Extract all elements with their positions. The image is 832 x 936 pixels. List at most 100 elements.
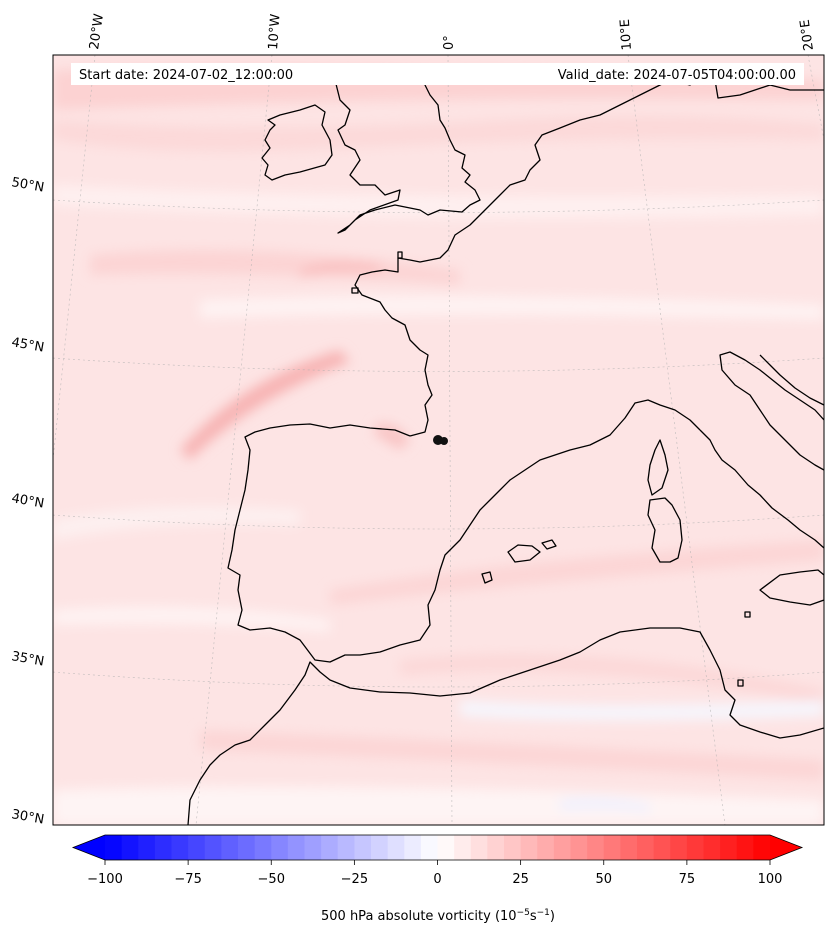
colorbar-cells [105,835,771,860]
colorbar-cell [537,835,555,860]
colorbar-cell [603,835,621,860]
colorbar-cell [570,835,588,860]
lat-label-30n: 30°N [10,807,45,827]
colorbar-cell [703,835,721,860]
colorbar-cell [271,835,289,860]
coast-ireland [261,104,333,181]
field-bands [53,66,824,825]
colorbar-tick-label: −100 [87,872,123,887]
lon-label-20e: 20°E [798,18,817,51]
colorbar-tick-label: −75 [174,872,201,887]
gridline-0 [447,55,453,825]
lon-label-10w: 10°W [266,13,283,50]
colorbar-cell [221,835,239,860]
map-frame [52,54,825,826]
colorbar-cell [753,835,771,860]
lon-label-0: 0° [442,35,457,50]
colorbar-cell [487,835,505,860]
colorbar-cell [470,835,488,860]
gridline-10w [195,55,273,825]
start-date-text: Start date: 2024-07-02_12:00:00 [79,68,293,83]
colorbar-tick-label: −50 [258,872,285,887]
colorbar-label-exp1: −5 [517,908,530,918]
colorbar-label: 500 hPa absolute vorticity (10−5s−1) [321,908,555,924]
colorbar-label-end: ) [550,909,555,924]
coast-menorca [541,539,557,550]
colorbar-cell [154,835,173,860]
colorbar-cell [404,835,422,860]
coast-ibiza [481,571,493,584]
coast-italy [699,429,824,549]
colorbar-cell [354,835,372,860]
colorbar-cell [454,835,472,860]
coast-great-britain [334,74,481,234]
marker-points [433,435,448,445]
coast-sicily [759,569,824,606]
colorbar-cell [188,835,206,860]
colorbar-cell [321,835,339,860]
colorbar-tick-label: 50 [595,872,612,887]
gridline-35n [53,671,824,688]
colorbar-tick-label: 0 [433,872,441,887]
colorbar-cell [420,835,439,860]
colorbar-cell [254,835,272,860]
colorbar-label-exp2: −1 [537,908,550,918]
colorbar-extend-low [73,835,105,860]
lat-label-35n: 35°N [10,649,45,669]
colorbar-cell [653,835,671,860]
coast-mallorca [507,544,541,563]
coast-small-islands [351,251,751,687]
header-box [71,63,804,85]
gridline-45n [53,357,824,372]
coastlines [187,74,824,825]
colorbar-cell [171,835,189,860]
vorticity-field [53,55,824,825]
coast-sardinia [647,497,683,563]
lat-label-40n: 40°N [10,491,45,511]
lon-label-20w: 20°W [87,13,107,51]
colorbar: −100 −75 −50 −25 0 25 50 75 100 500 hPa absolute… [71,834,804,924]
colorbar-cell [686,835,705,860]
gridline-40n [53,514,824,530]
marker-point [440,437,448,445]
colorbar-cell [720,835,738,860]
colorbar-label-main: 500 hPa absolute vorticity (10 [321,909,517,924]
colorbar-cell [504,835,522,860]
lon-label-10e: 10°E [618,19,635,51]
colorbar-extend-high [770,835,802,860]
coast-north-africa [187,627,824,825]
coast-iberia [227,399,701,663]
colorbar-cell [105,835,123,860]
colorbar-tick-label: 75 [679,872,696,887]
colorbar-cell [121,835,139,860]
colorbar-tick-label: 25 [512,872,529,887]
colorbar-cell [587,835,605,860]
colorbar-label-mid: s [530,909,537,924]
graticule [53,55,824,825]
lat-label-50n: 50°N [10,175,45,195]
colorbar-cell [371,835,389,860]
colorbar-cell [304,835,322,860]
coast-adriatic-east [759,354,824,406]
colorbar-cell [637,835,655,860]
gridline-10e [627,55,726,825]
colorbar-cell [620,835,638,860]
colorbar-tick-label: 100 [758,872,783,887]
colorbar-cell [238,835,256,860]
valid-date-text: Valid_date: 2024-07-05T04:00:00.00 [558,68,796,83]
colorbar-ticks: −100 −75 −50 −25 0 25 50 75 100 [87,860,782,887]
colorbar-cell [287,835,306,860]
colorbar-cell [553,835,572,860]
colorbar-cell [520,835,538,860]
coast-corsica [647,439,669,496]
colorbar-tick-label: −25 [341,872,368,887]
lat-label-45n: 45°N [10,335,45,355]
gridline-50n [53,199,824,213]
colorbar-cell [337,835,355,860]
colorbar-cell [670,835,688,860]
coast-italy-east [719,351,824,471]
colorbar-cell [138,835,156,860]
colorbar-cell [437,835,455,860]
colorbar-cell [387,835,405,860]
